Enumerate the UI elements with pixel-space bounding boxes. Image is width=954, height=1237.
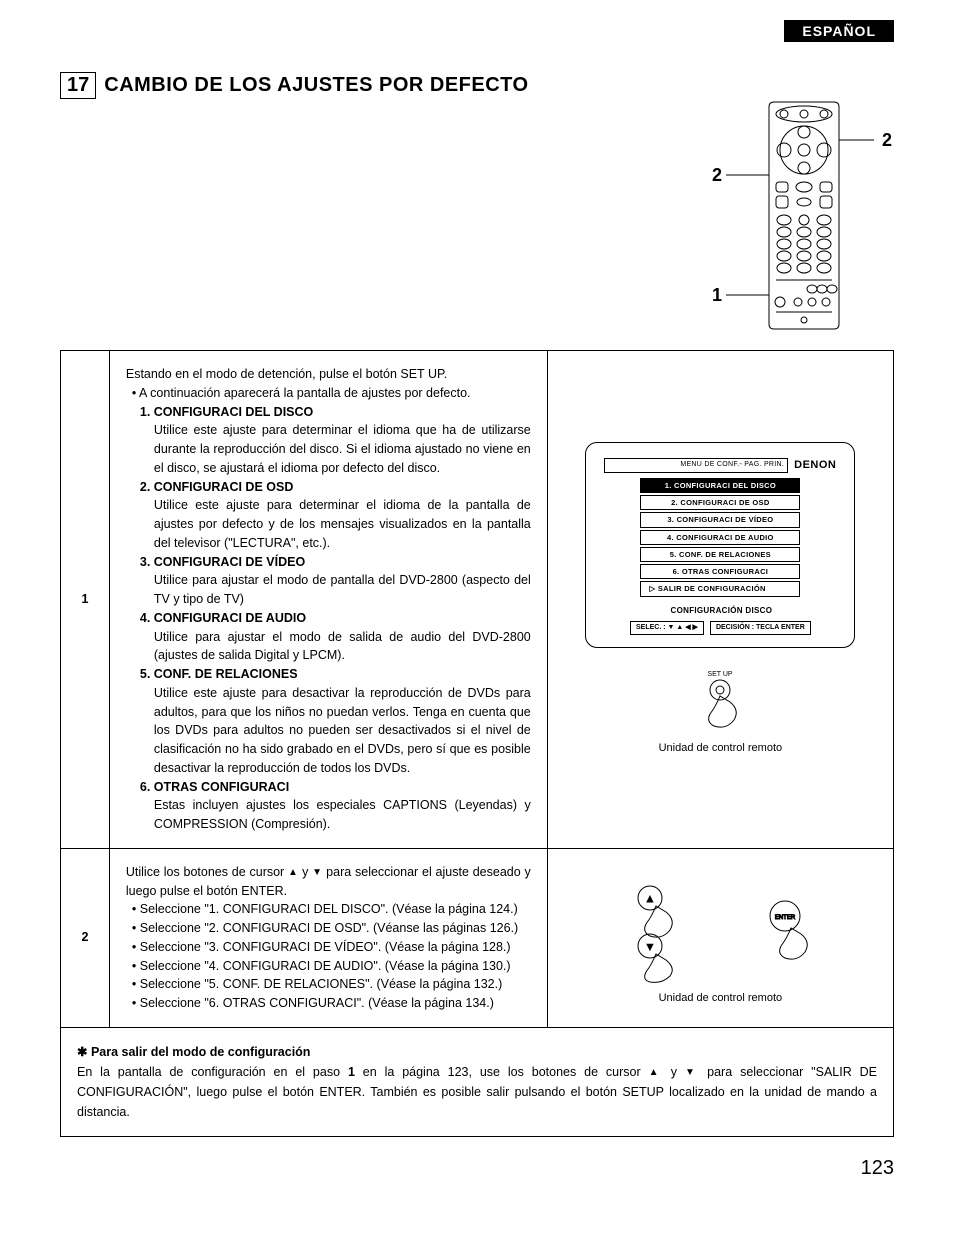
step-2-illustration: ▲ ▼ ENTER Unidad de control remoto — [547, 848, 893, 1027]
step-1-illustration: MENU DE CONF.- PAG. PRIN. DENON 1. CONFI… — [547, 351, 893, 849]
s1-h0: 1. CONFIGURACI DEL DISCO — [126, 403, 531, 422]
step-2-intro: Utilice los botones de cursor ▲ y ▼ para… — [126, 863, 531, 901]
callout-2-left: 2 — [712, 165, 722, 186]
s2-b1: • Seleccione "2. CONFIGURACI DE OSD". (V… — [126, 919, 531, 938]
s1-b4: Utilice este ajuste para desactivar la r… — [126, 684, 531, 778]
osd-footer-right: DECISIÓN : TECLA ENTER — [710, 621, 811, 636]
step-2-caption: Unidad de control remoto — [564, 990, 877, 1007]
callout-2-right: 2 — [882, 130, 892, 151]
s1-h3: 4. CONFIGURACI DE AUDIO — [126, 609, 531, 628]
osd-item-5: 5. CONF. DE RELACIONES — [640, 547, 800, 562]
osd-menu-header: MENU DE CONF.- PAG. PRIN. — [604, 458, 788, 473]
osd-item-3: 3. CONFIGURACI DE VÍDEO — [640, 512, 800, 527]
s1-h1: 2. CONFIGURACI DE OSD — [126, 478, 531, 497]
s2-b2: • Seleccione "3. CONFIGURACI DE VÍDEO". … — [126, 938, 531, 957]
exit-title: Para salir del modo de configuración — [77, 1045, 310, 1059]
step-1-number: 1 — [61, 351, 110, 849]
step-1-row: 1 Estando en el modo de detención, pulse… — [61, 351, 894, 849]
osd-item-4: 4. CONFIGURACI DE AUDIO — [640, 530, 800, 545]
s2-b0: • Seleccione "1. CONFIGURACI DEL DISCO".… — [126, 900, 531, 919]
section-title: CAMBIO DE LOS AJUSTES POR DEFECTO — [104, 74, 528, 97]
step-1-caption: Unidad de control remoto — [564, 740, 877, 757]
osd-item-2: 2. CONFIGURACI DE OSD — [640, 495, 800, 510]
s2-b3: • Seleccione "4. CONFIGURACI DE AUDIO". … — [126, 957, 531, 976]
svg-text:▲: ▲ — [645, 894, 655, 905]
brand-label: DENON — [794, 457, 836, 474]
s1-b2: Utilice para ajustar el modo de pantalla… — [126, 571, 531, 609]
s2-b5: • Seleccione "6. OTRAS CONFIGURACI". (Vé… — [126, 994, 531, 1013]
s2-b4: • Seleccione "5. CONF. DE RELACIONES". (… — [126, 975, 531, 994]
osd-footer-left: SELEC. : ▼ ▲ ◀ ▶ — [630, 621, 704, 636]
cursor-enter-icon: ▲ ▼ ENTER — [600, 876, 840, 986]
remote-diagram: 2 2 1 — [714, 52, 894, 332]
remote-icon — [714, 52, 894, 332]
step-2-content: Utilice los botones de cursor ▲ y ▼ para… — [109, 848, 547, 1027]
language-tag: ESPAÑOL — [784, 20, 894, 42]
steps-table: 1 Estando en el modo de detención, pulse… — [60, 350, 894, 1137]
osd-item-6: 6. OTRAS CONFIGURACI — [640, 564, 800, 579]
svg-text:▼: ▼ — [645, 942, 655, 953]
step-1-content: Estando en el modo de detención, pulse e… — [109, 351, 547, 849]
page-number: 123 — [60, 1157, 894, 1180]
exit-row: Para salir del modo de configuración En … — [61, 1027, 894, 1136]
osd-item-exit: SALIR DE CONFIGURACIÓN — [640, 581, 800, 596]
step-2-row: 2 Utilice los botones de cursor ▲ y ▼ pa… — [61, 848, 894, 1027]
s1-b0: Utilice este ajuste para determinar el i… — [126, 421, 531, 477]
svg-text:SET UP: SET UP — [708, 671, 733, 678]
osd-subtitle: CONFIGURACIÓN DISCO — [606, 605, 836, 617]
s1-b1: Utilice este ajuste para determinar el i… — [126, 496, 531, 552]
s1-h2: 3. CONFIGURACI DE VÍDEO — [126, 553, 531, 572]
setup-button-icon: SET UP — [680, 666, 760, 736]
step-2-number: 2 — [61, 848, 110, 1027]
callout-1: 1 — [712, 285, 722, 306]
osd-item-1: 1. CONFIGURACI DEL DISCO — [640, 478, 800, 493]
exit-body: En la pantalla de configuración en el pa… — [77, 1065, 877, 1119]
section-number-box: 17 — [60, 72, 96, 99]
svg-text:ENTER: ENTER — [775, 915, 796, 921]
s1-b3: Utilice para ajustar el modo de salida d… — [126, 628, 531, 666]
step-1-intro: Estando en el modo de detención, pulse e… — [126, 365, 531, 384]
s1-b5: Estas incluyen ajustes los especiales CA… — [126, 796, 531, 834]
s1-h5: 6. OTRAS CONFIGURACI — [126, 778, 531, 797]
step-1-intro-bullet: • A continuación aparecerá la pantalla d… — [126, 384, 531, 403]
s1-h4: 5. CONF. DE RELACIONES — [126, 665, 531, 684]
osd-menu: MENU DE CONF.- PAG. PRIN. DENON 1. CONFI… — [585, 442, 855, 648]
